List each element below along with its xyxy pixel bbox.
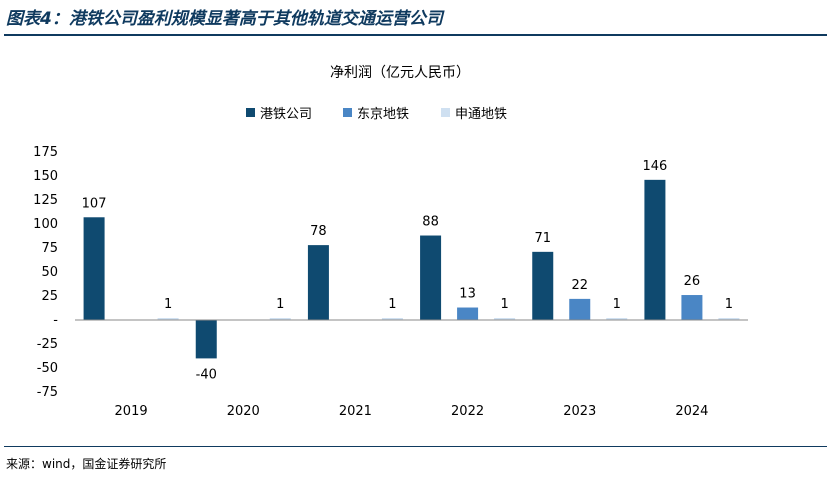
data-label-2023-series-2: 22 [571,278,588,293]
chart-title: 净利润（亿元人民币） [330,65,470,81]
y-tick-label: -75 [37,385,58,400]
data-labels: 107 1 -40 1 78 1 88 13 1 71 22 1 146 26 1 [82,159,733,383]
bar-2022-series-2 [457,307,479,320]
data-label-2021-series-1: 78 [310,224,327,239]
data-label-2022-series-1: 88 [422,215,439,230]
legend-swatch-2 [343,108,352,117]
data-label-2019-series-1: 107 [82,196,107,211]
y-tick-label: 100 [33,217,58,232]
y-tick-label: -25 [37,337,58,352]
bar-2021-series-3 [381,318,403,320]
bar-2020-series-1 [195,320,217,359]
x-tick-label: 2021 [339,404,372,419]
data-label-2024-series-3: 1 [725,297,733,312]
data-label-2020-series-1: -40 [196,367,217,382]
y-axis: 175 150 125 100 75 50 25 - -25 -50 -75 [33,145,58,400]
x-tick-label: 2020 [227,404,260,419]
bar-2021-series-1 [307,245,329,320]
data-label-2020-series-3: 1 [276,297,284,312]
y-tick-label: 75 [41,241,58,256]
data-label-2023-series-3: 1 [613,297,621,312]
legend-label-2: 东京地铁 [357,107,409,122]
figure-title: 图表4：港铁公司盈利规模显著高于其他轨道交通运营公司 [6,9,443,29]
y-tick-label: 125 [33,193,58,208]
data-label-2019-series-3: 1 [164,297,172,312]
bar-2019-series-3 [157,318,179,320]
legend-label-3: 申通地铁 [455,107,507,122]
bar-2024-series-3 [718,318,740,320]
y-tick-label: 25 [41,289,58,304]
chart-legend: 港铁公司 东京地铁 申通地铁 [246,107,507,122]
source-divider [4,446,827,447]
source-note: 来源：wind，国金证券研究所 [6,457,167,471]
legend-label-1: 港铁公司 [260,107,312,122]
net-profit-bar-chart: 净利润（亿元人民币） 港铁公司 东京地铁 申通地铁 1751501251007550… [33,65,748,419]
x-tick-label: 2023 [563,404,596,419]
data-label-2022-series-2: 13 [459,287,476,302]
x-tick-label: 2022 [451,404,484,419]
bar-2020-series-3 [269,318,291,320]
y-tick-label: -50 [37,361,58,376]
y-tick-label: 150 [33,169,58,184]
bar-2019-series-1 [83,217,105,320]
bar-marks [83,179,740,359]
data-label-2023-series-1: 71 [534,231,551,246]
x-tick-label: 2019 [115,404,148,419]
x-axis: 2019 2020 2021 2022 2023 2024 [75,319,748,419]
bar-2022-series-3 [494,318,516,320]
y-tick-label: 50 [41,265,58,280]
bar-2024-series-1 [644,179,666,320]
y-tick-label: - [53,313,58,328]
title-divider [4,34,827,36]
data-label-2024-series-2: 26 [684,274,701,289]
y-tick-label: 175 [33,145,58,160]
x-tick-label: 2024 [675,404,708,419]
bar-2023-series-2 [569,298,591,320]
legend-swatch-3 [441,108,450,117]
bar-2023-series-1 [532,251,554,320]
bar-2022-series-1 [420,235,442,320]
legend-swatch-1 [246,108,255,117]
data-label-2021-series-3: 1 [388,297,396,312]
data-label-2024-series-1: 146 [643,159,668,174]
data-label-2022-series-3: 1 [500,297,508,312]
bar-2023-series-3 [606,318,628,320]
bar-2024-series-2 [681,295,703,320]
